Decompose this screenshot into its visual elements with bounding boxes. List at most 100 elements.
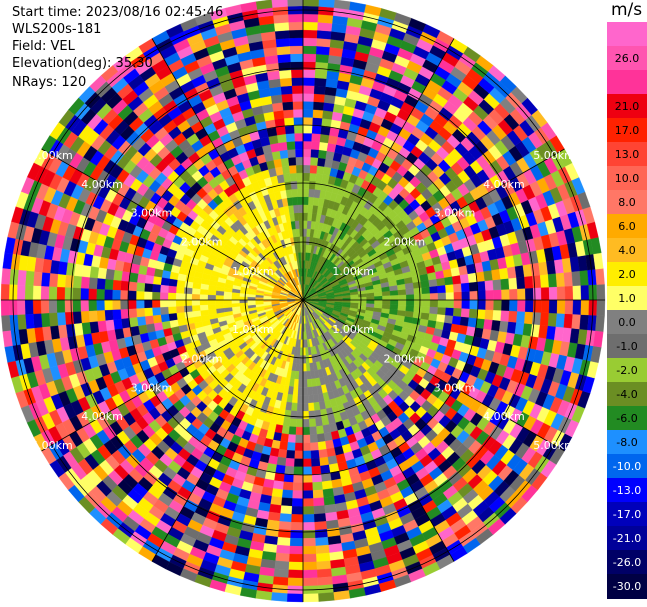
radar-gate: [309, 426, 318, 436]
colorbar-tick-label: 1.0: [618, 292, 636, 305]
radar-gate: [320, 125, 331, 136]
radar-gate: [292, 386, 299, 396]
radar-gate: [282, 489, 294, 499]
radar-gate: [477, 299, 486, 310]
radar-gate: [429, 292, 439, 301]
range-ring-label: 4.00km: [483, 178, 525, 191]
radar-gate: [302, 53, 317, 63]
radar-gate: [275, 125, 286, 136]
range-ring-label: 1.00km: [332, 265, 374, 278]
range-ring-label: 3.00km: [131, 207, 173, 220]
radar-gate: [302, 148, 312, 158]
radar-gate: [291, 188, 298, 198]
radar-gate: [468, 308, 478, 319]
radar-gate: [294, 450, 304, 460]
radar-gate: [420, 312, 430, 321]
radar-gate: [316, 37, 331, 48]
radar-gate: [406, 299, 415, 306]
radar-gate: [302, 77, 315, 86]
radar-gate: [397, 304, 407, 311]
range-ring-label: 4.00km: [81, 410, 123, 423]
radar-gate: [483, 270, 493, 282]
radar-gate: [311, 457, 321, 467]
radar-gate: [270, 94, 283, 104]
radar-gate: [292, 93, 304, 102]
radar-gate: [428, 313, 438, 322]
radar-gate: [288, 426, 297, 436]
radar-gate: [317, 441, 327, 451]
radar-gate: [366, 296, 375, 301]
radar-gate: [302, 379, 308, 388]
radar-gate: [444, 276, 454, 286]
radar-gate: [524, 311, 534, 325]
radar-gate: [293, 474, 304, 483]
radar-gate: [312, 473, 323, 483]
radar-gate: [309, 164, 318, 174]
radar-gate: [273, 480, 285, 490]
radar-gate: [302, 13, 319, 23]
colorbar-segment: [607, 502, 647, 527]
radar-gate: [413, 305, 423, 313]
radar-gate: [477, 290, 486, 301]
radar-gate: [302, 514, 315, 523]
radar-gate: [563, 271, 573, 287]
radar-gate: [314, 69, 328, 79]
radar-gate: [72, 299, 81, 313]
radar-gate: [144, 315, 155, 326]
radar-gate: [500, 310, 510, 322]
radar-gate: [429, 306, 439, 315]
radar-gate: [151, 299, 161, 309]
radar-gate: [460, 308, 470, 318]
radar-gate: [81, 322, 92, 335]
radar-gate: [191, 294, 200, 301]
radar-gate: [199, 304, 209, 311]
radar-gate: [289, 537, 304, 547]
radar-gate: [311, 133, 321, 143]
radar-gate: [302, 395, 309, 404]
radar-gate: [476, 309, 486, 320]
radar-gate: [80, 299, 89, 312]
radar-gate: [390, 294, 399, 301]
radar-gate: [268, 511, 281, 522]
radar-gate: [429, 285, 439, 294]
radar-gate: [509, 299, 518, 312]
radar-gate: [499, 267, 509, 280]
radar-gate: [412, 311, 422, 319]
radar-gate: [291, 506, 304, 515]
radar-gate: [302, 109, 314, 118]
radar-gate: [580, 299, 590, 316]
radar-gate: [284, 465, 295, 475]
radar-gate: [271, 0, 288, 8]
radar-gate: [287, 434, 297, 444]
field-text: Field: VEL: [12, 39, 75, 54]
radar-gate: [310, 450, 320, 459]
radar-gate: [32, 299, 42, 315]
colorbar-segment: [607, 550, 647, 575]
radar-gate: [459, 316, 470, 327]
radar-gate: [319, 133, 330, 144]
radar-gate: [48, 312, 59, 327]
radar-gate: [302, 506, 315, 515]
radar-gate: [313, 497, 325, 507]
radar-gate: [159, 284, 169, 294]
radar-gate: [311, 125, 322, 135]
radar-gate: [302, 553, 317, 563]
radar-gate: [292, 394, 299, 404]
radar-gate: [453, 283, 462, 293]
radar-gate: [382, 295, 391, 301]
radar-gate: [298, 379, 304, 388]
radar-gate: [274, 30, 290, 40]
radar-gate: [112, 299, 121, 311]
radar-gate: [302, 522, 316, 531]
radar-gate: [320, 464, 331, 475]
radar-gate: [32, 285, 42, 301]
radar-gate: [292, 101, 304, 110]
radar-gate: [48, 273, 59, 288]
radar-gate: [293, 466, 304, 475]
nrays-text: NRays: 120: [12, 75, 87, 90]
radar-gate: [524, 275, 534, 289]
radar-gate: [315, 173, 324, 183]
radar-gate: [525, 287, 534, 301]
radar-gate: [276, 45, 291, 56]
radar-gate: [299, 355, 304, 364]
